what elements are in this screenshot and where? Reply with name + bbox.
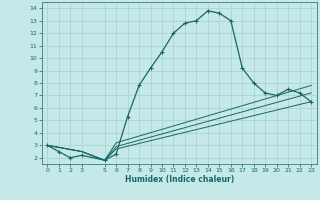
X-axis label: Humidex (Indice chaleur): Humidex (Indice chaleur) — [124, 175, 234, 184]
